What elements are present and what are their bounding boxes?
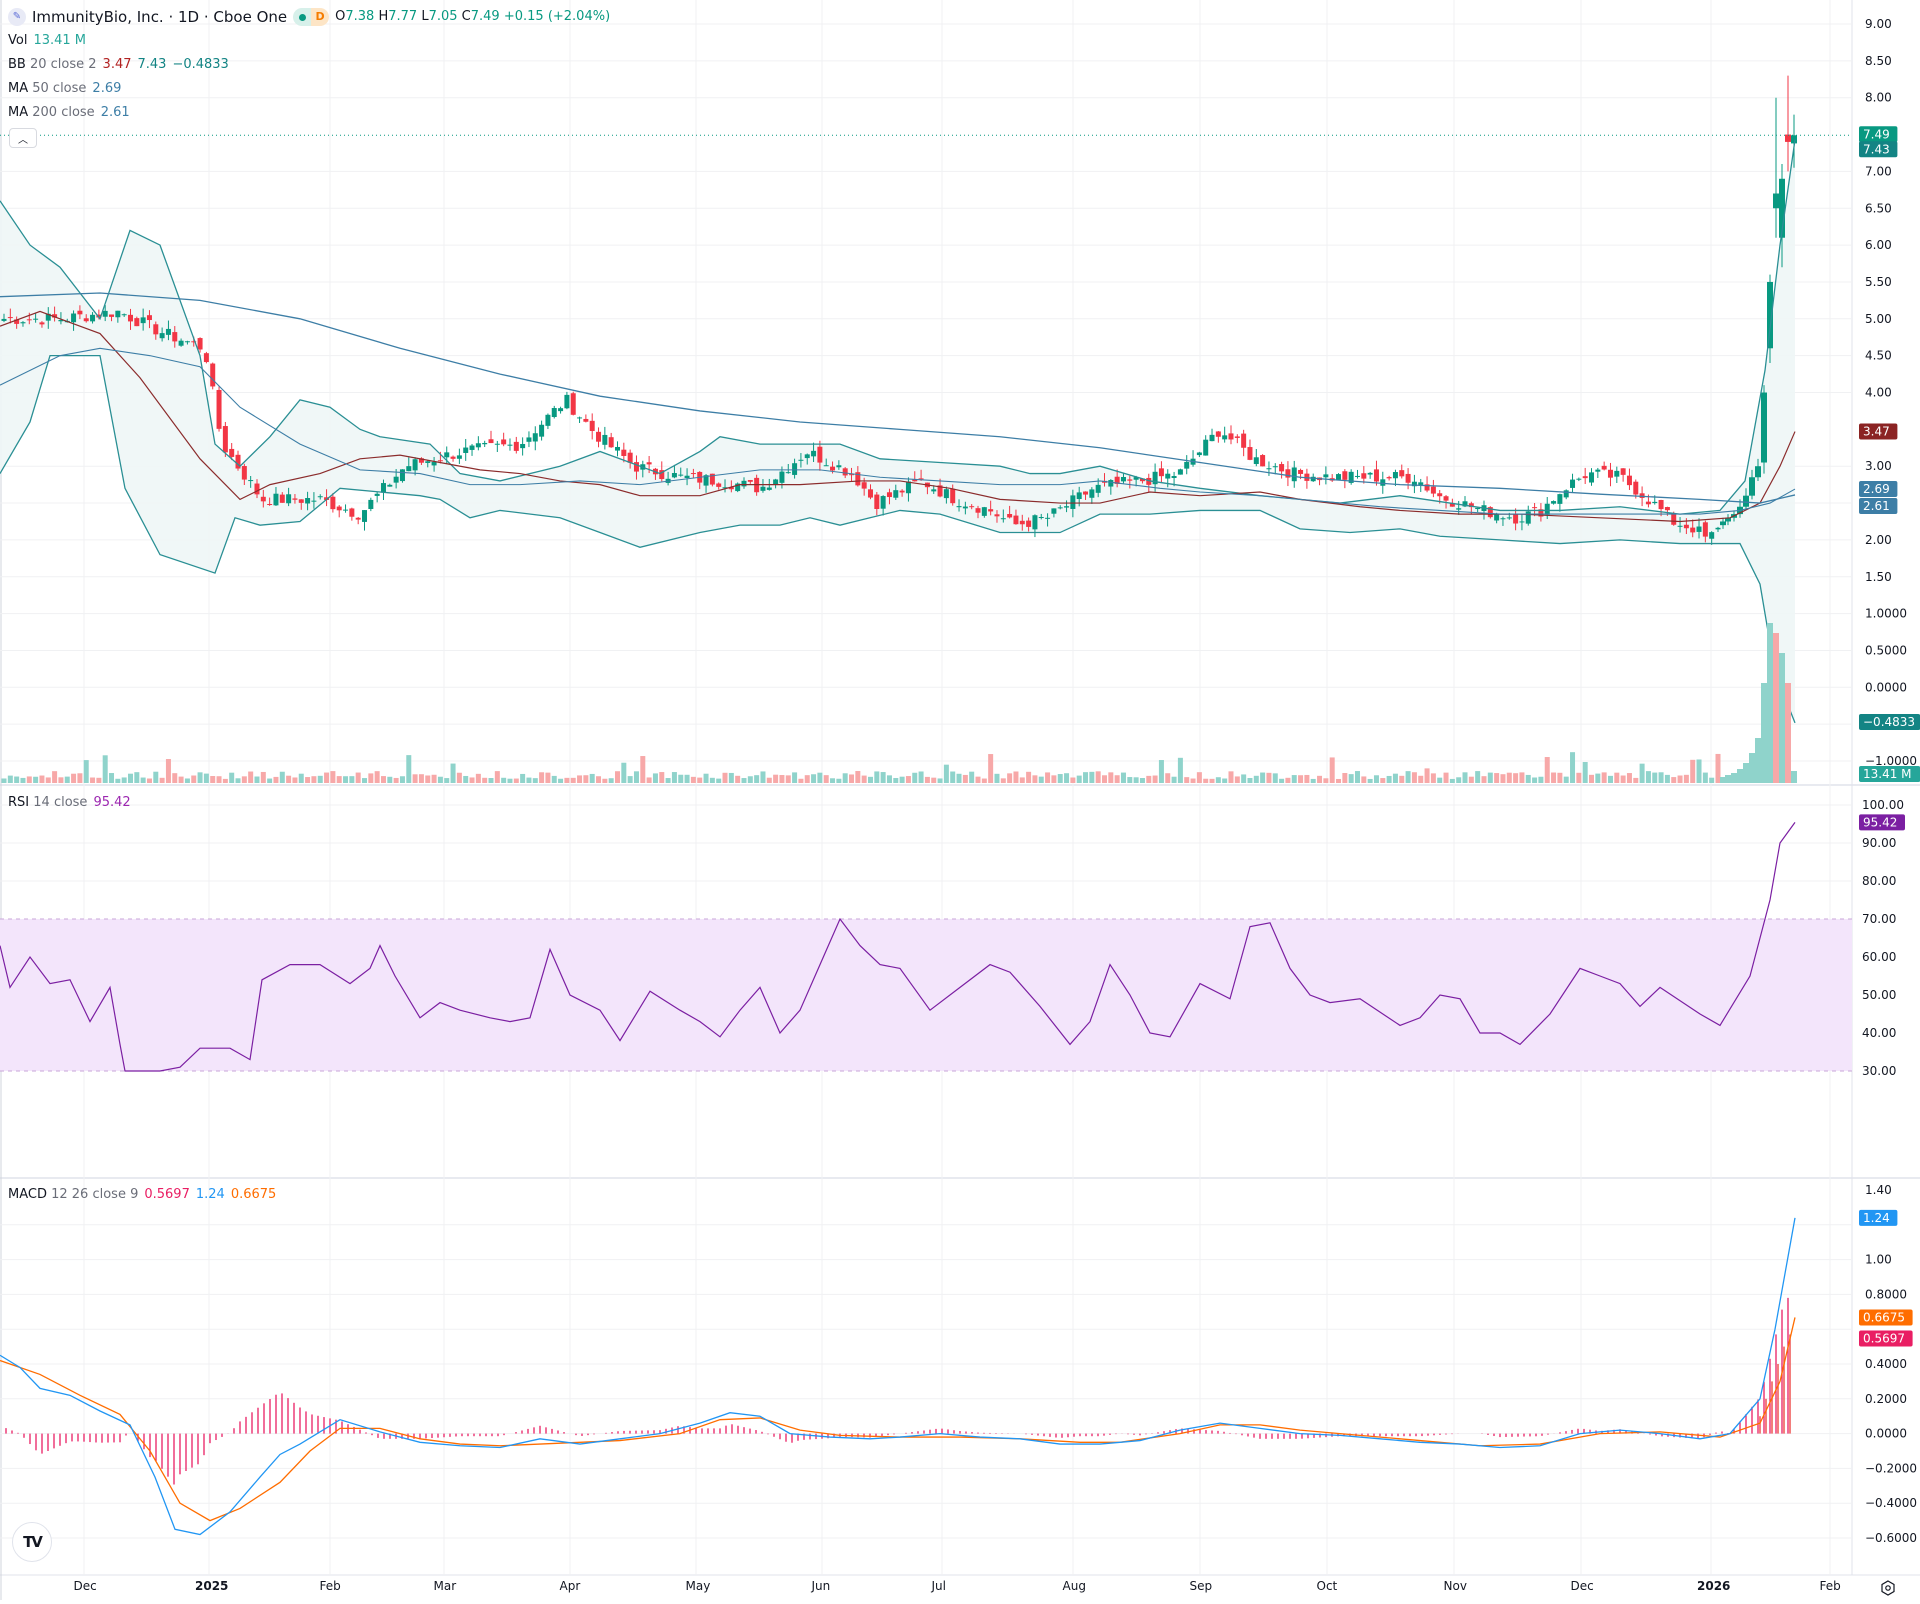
svg-text:0.5000: 0.5000: [1865, 643, 1907, 657]
svg-text:2.61: 2.61: [1863, 499, 1890, 513]
svg-text:Nov: Nov: [1444, 1579, 1467, 1593]
svg-text:13.41 M: 13.41 M: [1863, 767, 1912, 781]
svg-text:7.00: 7.00: [1865, 164, 1892, 178]
svg-text:0.8000: 0.8000: [1865, 1287, 1907, 1301]
svg-text:95.42: 95.42: [1863, 815, 1897, 829]
ma200-legend[interactable]: MA 200 close 2.61: [8, 105, 130, 120]
svg-text:Jun: Jun: [811, 1579, 831, 1593]
svg-text:Feb: Feb: [1820, 1579, 1841, 1593]
svg-text:6.00: 6.00: [1865, 238, 1892, 252]
svg-text:Feb: Feb: [320, 1579, 341, 1593]
svg-text:May: May: [686, 1579, 711, 1593]
svg-text:Dec: Dec: [74, 1579, 97, 1593]
svg-text:3.47: 3.47: [1863, 425, 1890, 439]
svg-text:1.00: 1.00: [1865, 1253, 1892, 1267]
svg-text:2025: 2025: [195, 1579, 228, 1593]
svg-text:2.00: 2.00: [1865, 533, 1892, 547]
svg-text:6.50: 6.50: [1865, 201, 1892, 215]
svg-text:Sep: Sep: [1190, 1579, 1213, 1593]
market-open-icon: [293, 8, 312, 26]
svg-text:7.49: 7.49: [1863, 127, 1890, 141]
collapse-legend-button[interactable]: ︿: [9, 128, 37, 148]
data-delay-badge: D: [311, 8, 330, 26]
macd-legend[interactable]: MACD 12 26 close 9 0.5697 1.24 0.6675: [8, 1187, 277, 1202]
svg-text:4.50: 4.50: [1865, 349, 1892, 363]
svg-text:0.0000: 0.0000: [1865, 1427, 1907, 1441]
svg-text:50.00: 50.00: [1862, 988, 1896, 1002]
svg-text:0.0000: 0.0000: [1865, 680, 1907, 694]
chevron-up-icon: ︿: [18, 134, 28, 146]
svg-text:Aug: Aug: [1063, 1579, 1086, 1593]
svg-text:Oct: Oct: [1317, 1579, 1338, 1593]
svg-text:0.6675: 0.6675: [1863, 1310, 1905, 1324]
svg-text:0.5697: 0.5697: [1863, 1331, 1905, 1345]
ohlc-values: O7.38 H7.77 L7.05 C7.49 +0.15 (+2.04%): [335, 9, 611, 24]
svg-text:8.00: 8.00: [1865, 91, 1892, 105]
svg-text:Jul: Jul: [931, 1579, 946, 1593]
svg-text:−0.2000: −0.2000: [1865, 1461, 1917, 1475]
rsi-legend[interactable]: RSI 14 close 95.42: [8, 795, 131, 810]
svg-text:2026: 2026: [1697, 1579, 1730, 1593]
svg-text:7.43: 7.43: [1863, 142, 1890, 156]
svg-text:5.00: 5.00: [1865, 312, 1892, 326]
svg-text:0.4000: 0.4000: [1865, 1357, 1907, 1371]
svg-text:1.24: 1.24: [1863, 1211, 1890, 1225]
ma50-legend[interactable]: MA 50 close 2.69: [8, 81, 122, 96]
bb-legend[interactable]: BB 20 close 2 3.47 7.43 −0.4833: [8, 57, 229, 72]
svg-text:30.00: 30.00: [1862, 1064, 1896, 1078]
symbol-title[interactable]: ImmunityBio, Inc. · 1D · Cboe One: [32, 8, 288, 26]
settings-gear-icon[interactable]: [1878, 1578, 1898, 1598]
tradingview-logo-icon[interactable]: TV: [12, 1522, 52, 1562]
svg-text:60.00: 60.00: [1862, 950, 1896, 964]
volume-legend[interactable]: Vol 13.41 M: [8, 33, 87, 48]
svg-text:1.0000: 1.0000: [1865, 607, 1907, 621]
svg-text:−1.0000: −1.0000: [1865, 754, 1917, 768]
svg-text:80.00: 80.00: [1862, 874, 1896, 888]
svg-text:−0.6000: −0.6000: [1865, 1531, 1917, 1545]
market-status-badge[interactable]: D: [293, 8, 330, 26]
symbol-logo-icon: ✎: [8, 8, 26, 26]
svg-text:Apr: Apr: [560, 1579, 581, 1593]
svg-text:9.00: 9.00: [1865, 17, 1892, 31]
svg-text:1.50: 1.50: [1865, 570, 1892, 584]
svg-text:2.69: 2.69: [1863, 482, 1890, 496]
svg-text:70.00: 70.00: [1862, 912, 1896, 926]
svg-text:4.00: 4.00: [1865, 386, 1892, 400]
svg-text:0.2000: 0.2000: [1865, 1392, 1907, 1406]
svg-text:8.50: 8.50: [1865, 54, 1892, 68]
svg-text:Dec: Dec: [1571, 1579, 1594, 1593]
svg-text:40.00: 40.00: [1862, 1026, 1896, 1040]
svg-text:3.00: 3.00: [1865, 459, 1892, 473]
symbol-legend: ✎ ImmunityBio, Inc. · 1D · Cboe One D O7…: [8, 8, 610, 26]
svg-text:100.00: 100.00: [1862, 798, 1904, 812]
svg-text:1.40: 1.40: [1865, 1183, 1892, 1197]
svg-text:90.00: 90.00: [1862, 836, 1896, 850]
svg-text:5.50: 5.50: [1865, 275, 1892, 289]
svg-text:−0.4833: −0.4833: [1863, 715, 1915, 729]
svg-text:Mar: Mar: [434, 1579, 457, 1593]
svg-text:−0.4000: −0.4000: [1865, 1496, 1917, 1510]
